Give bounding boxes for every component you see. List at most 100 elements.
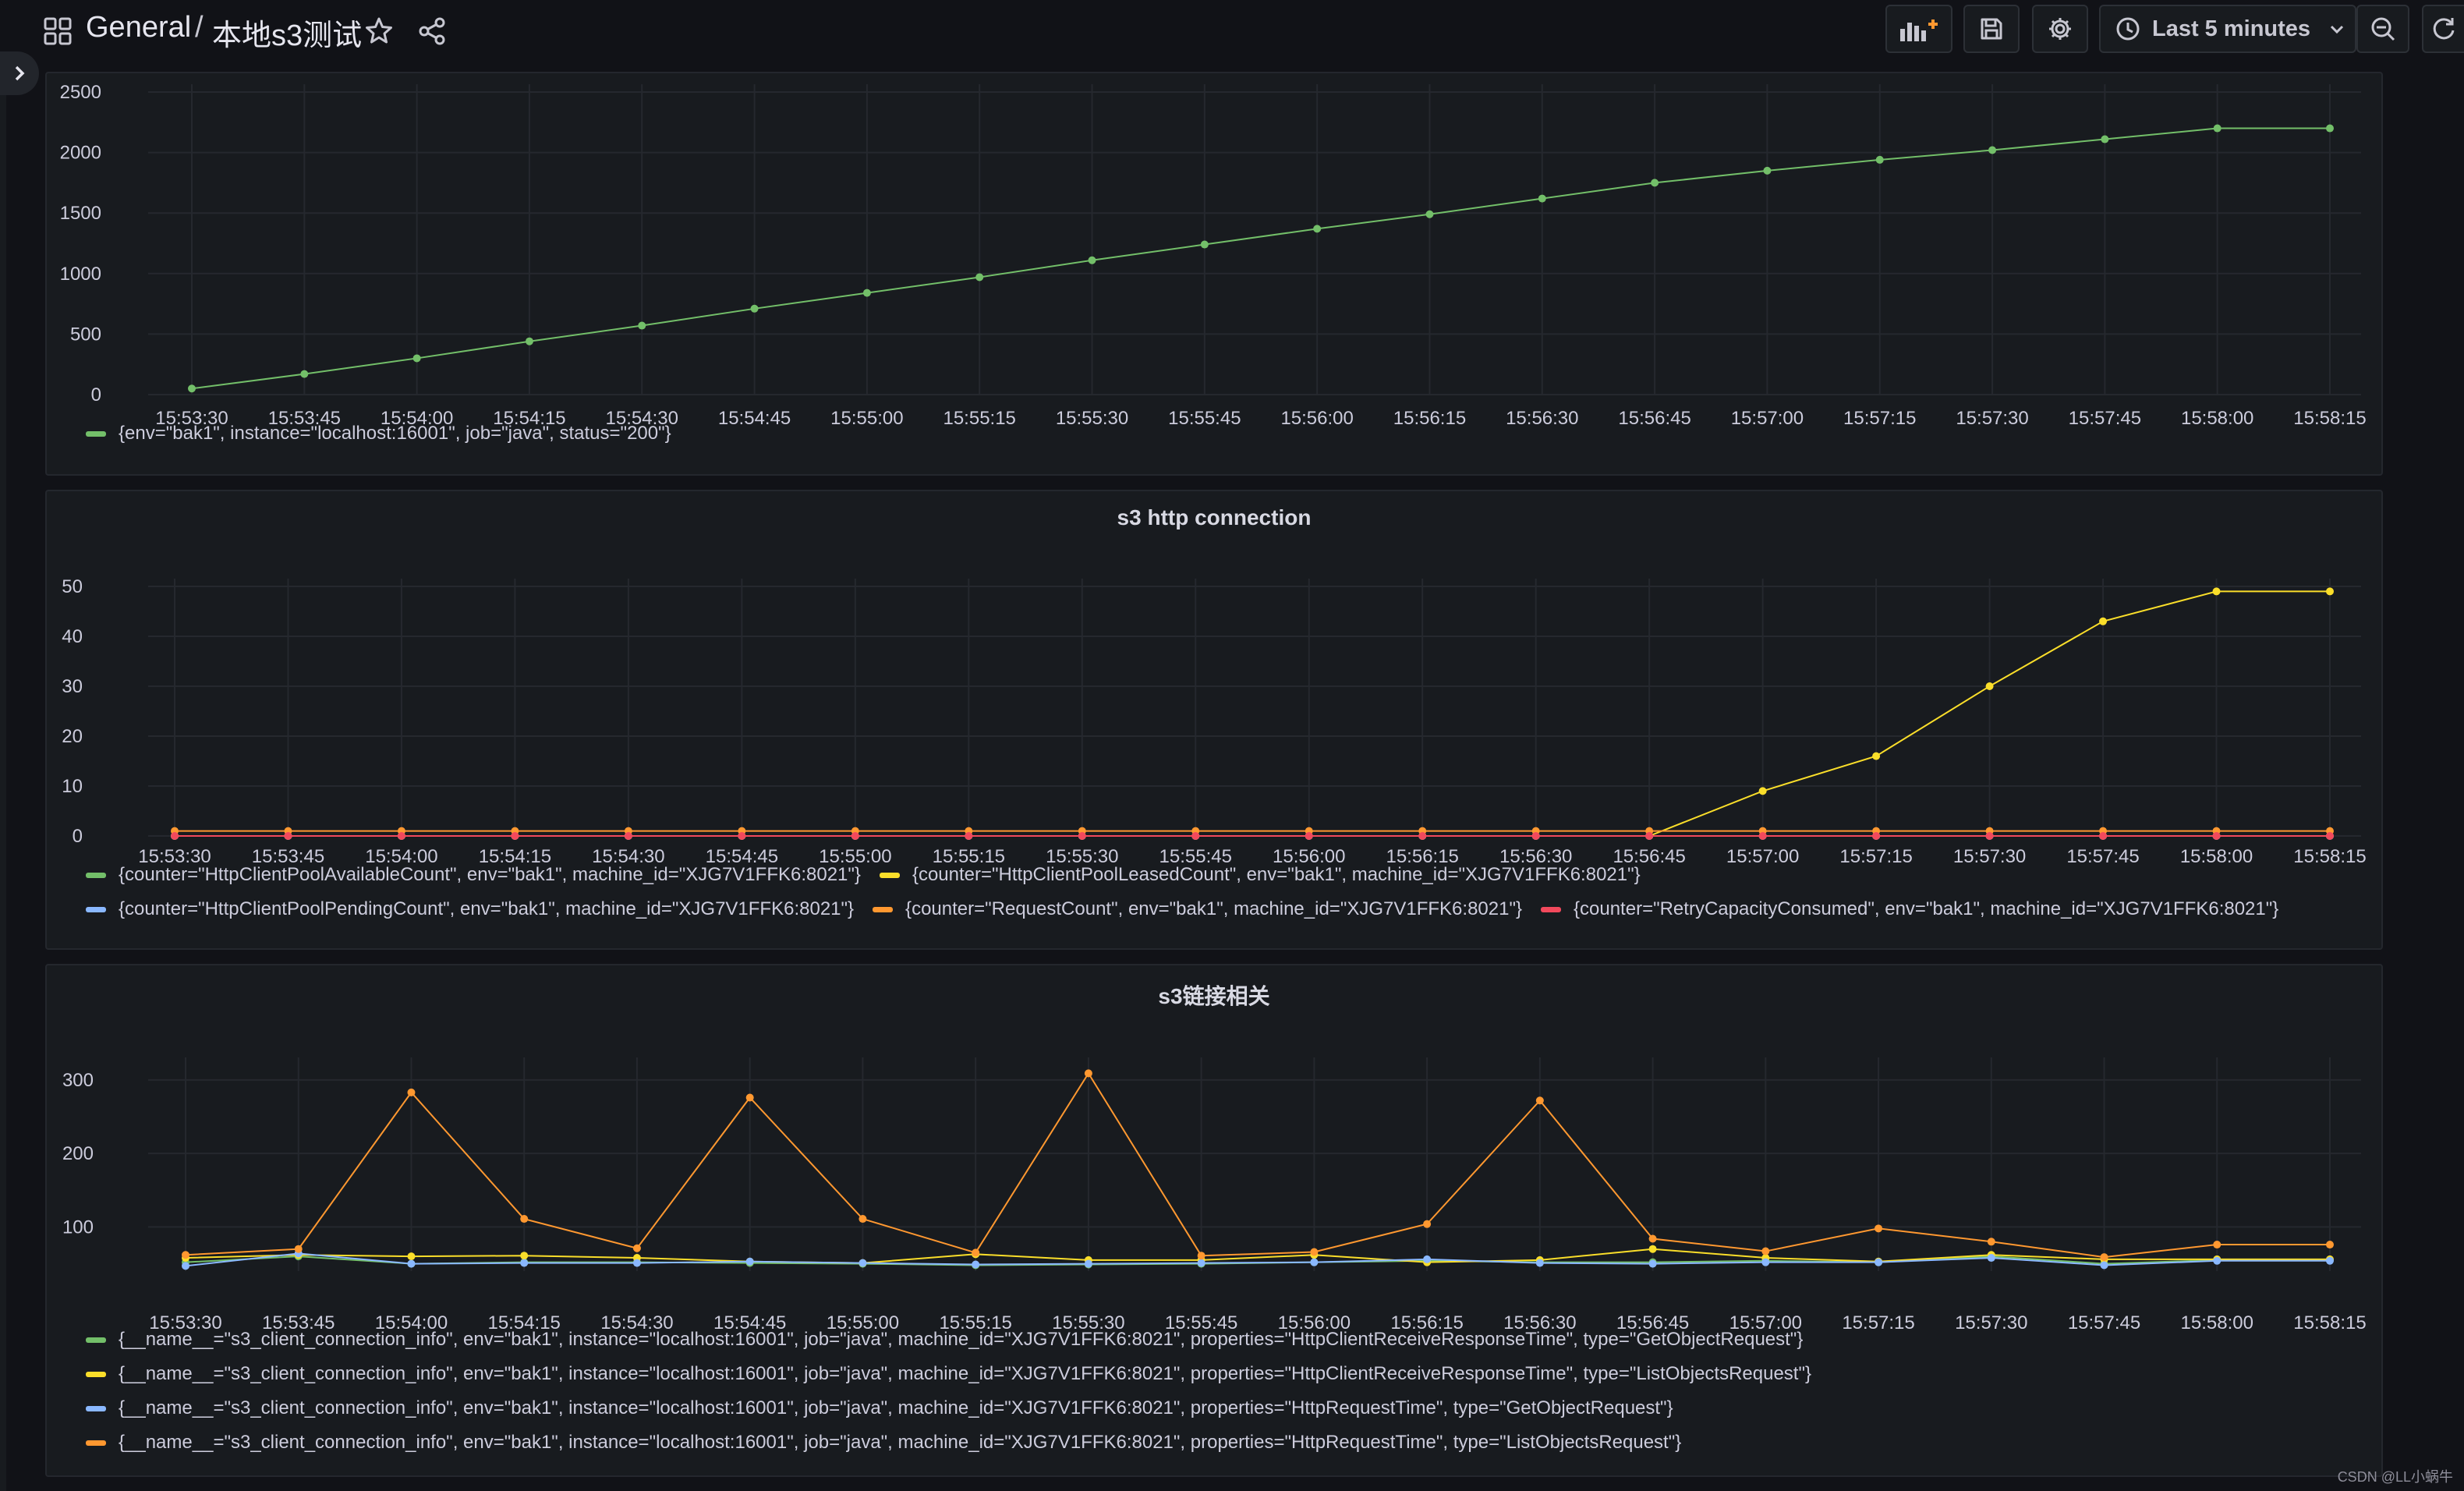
legend-item[interactable]: {env="bak1", instance="localhost:16001",… [86,423,671,444]
data-point[interactable] [2100,1261,2108,1270]
refresh-button[interactable] [2422,5,2464,53]
data-point[interactable] [972,1248,980,1257]
data-point[interactable] [1078,832,1086,840]
data-point[interactable] [972,1260,980,1269]
data-point[interactable] [1872,832,1881,840]
data-point[interactable] [182,1251,189,1259]
data-point[interactable] [859,1259,867,1267]
data-point[interactable] [171,832,179,840]
data-point[interactable] [851,832,859,840]
data-point[interactable] [407,1259,416,1268]
data-point[interactable] [638,321,646,330]
data-point[interactable] [632,1244,641,1252]
data-point[interactable] [2326,1241,2334,1249]
data-point[interactable] [1305,832,1313,840]
data-point[interactable] [188,384,196,393]
settings-button[interactable] [2032,5,2088,53]
data-point[interactable] [300,370,309,378]
data-point[interactable] [2326,832,2334,840]
series-line[interactable] [191,127,2330,390]
data-point[interactable] [1648,1234,1657,1243]
star-icon[interactable] [363,16,395,47]
data-point[interactable] [1763,166,1772,175]
data-point[interactable] [1985,682,1994,690]
add-panel-button[interactable] [1885,5,1952,53]
data-point[interactable] [738,832,746,840]
time-range-picker[interactable]: Last 5 minutes [2099,5,2356,53]
data-point[interactable] [624,832,632,840]
data-point[interactable] [745,1093,754,1102]
data-point[interactable] [284,832,292,840]
data-point[interactable] [1313,225,1322,233]
data-point[interactable] [1648,1259,1657,1268]
data-point[interactable] [1310,1258,1319,1266]
data-point[interactable] [750,304,759,313]
share-icon[interactable] [416,16,448,47]
legend-item[interactable]: {counter="HttpClientPoolAvailableCount",… [86,864,861,886]
breadcrumb-folder[interactable]: General [86,11,192,44]
legend-item[interactable]: {__name__="s3_client_connection_info", e… [86,1432,1681,1454]
data-point[interactable] [859,1215,867,1224]
save-button[interactable] [1963,5,2020,53]
data-point[interactable] [2099,617,2108,625]
data-point[interactable] [2101,135,2109,143]
legend-item[interactable]: {__name__="s3_client_connection_info", e… [86,1329,1803,1351]
data-point[interactable] [1987,1238,1995,1246]
data-point[interactable] [1197,1259,1205,1267]
data-point[interactable] [1645,832,1654,840]
data-point[interactable] [1423,1220,1432,1228]
data-point[interactable] [520,1252,529,1260]
series-line[interactable] [185,1248,2330,1264]
data-point[interactable] [2326,1256,2334,1265]
data-point[interactable] [2326,124,2334,133]
data-point[interactable] [2212,832,2221,840]
data-point[interactable] [407,1088,416,1096]
legend-item[interactable]: {counter="RetryCapacityConsumed", env="b… [1541,898,2278,920]
data-point[interactable] [511,832,519,840]
data-point[interactable] [975,273,984,282]
data-point[interactable] [1423,1255,1432,1263]
data-point[interactable] [1197,1252,1205,1260]
series-line[interactable] [185,1071,2330,1259]
data-point[interactable] [520,1215,529,1224]
data-point[interactable] [1872,752,1881,760]
data-point[interactable] [1987,1254,1995,1263]
data-point[interactable] [1425,210,1434,218]
data-point[interactable] [1761,1247,1770,1255]
data-point[interactable] [2326,587,2334,596]
data-point[interactable] [1988,146,1997,154]
page-title[interactable]: 本地s3测试 [212,19,363,52]
data-point[interactable] [1648,1245,1657,1253]
data-point[interactable] [862,289,871,297]
data-point[interactable] [1875,1224,1883,1233]
data-point[interactable] [1200,240,1209,249]
data-point[interactable] [294,1245,303,1253]
data-point[interactable] [1084,1259,1092,1268]
data-point[interactable] [2213,1241,2221,1249]
data-point[interactable] [965,832,973,840]
data-point[interactable] [1088,256,1096,264]
zoom-out-button[interactable] [2356,5,2409,53]
sidebar-expand-button[interactable] [0,51,39,95]
data-point[interactable] [1538,194,1546,203]
series-line[interactable] [185,1252,2330,1267]
data-point[interactable] [1084,1069,1092,1078]
data-point[interactable] [412,354,421,363]
legend-item[interactable]: {counter="HttpClientPoolLeasedCount", en… [879,864,1641,886]
data-point[interactable] [1875,1258,1883,1266]
data-point[interactable] [745,1257,754,1266]
data-point[interactable] [397,832,405,840]
series-line[interactable] [175,590,2330,837]
data-point[interactable] [407,1252,416,1261]
legend-item[interactable]: {counter="RequestCount", env="bak1", mac… [873,898,1522,920]
data-point[interactable] [632,1259,641,1267]
data-point[interactable] [1531,832,1540,840]
data-point[interactable] [525,337,533,345]
data-point[interactable] [1535,1259,1544,1267]
legend-item[interactable]: {counter="HttpClientPoolPendingCount", e… [86,898,854,920]
data-point[interactable] [520,1259,529,1267]
data-point[interactable] [1985,832,1994,840]
grid-icon[interactable] [44,17,72,45]
legend-item[interactable]: {__name__="s3_client_connection_info", e… [86,1363,1811,1385]
data-point[interactable] [1310,1248,1319,1256]
